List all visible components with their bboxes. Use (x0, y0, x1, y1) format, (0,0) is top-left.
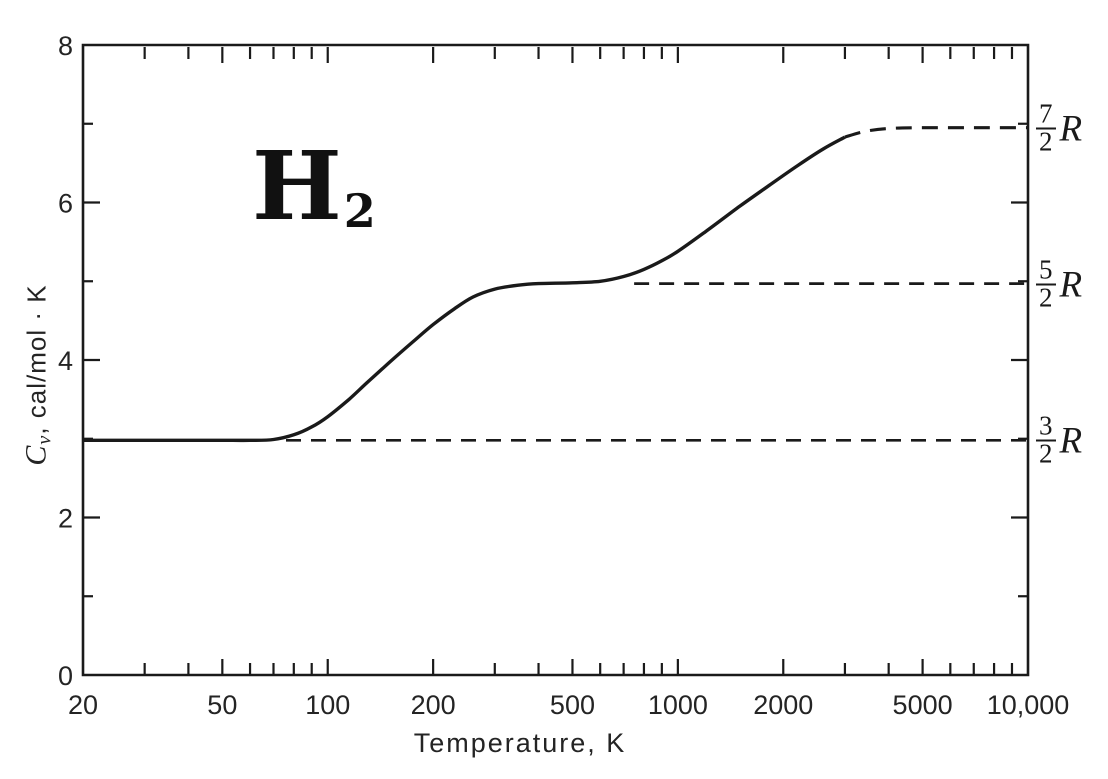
x-tick-label-50: 50 (207, 690, 237, 720)
x-tick-label-20: 20 (68, 690, 98, 720)
x-tick-labels: 20 50 100 200 500 1000 2000 5000 10,000 (68, 690, 1069, 720)
x-tick-label-5000: 5000 (893, 690, 953, 720)
y-tick-labels: 0 2 4 6 8 (58, 31, 73, 691)
x-tick-label-2000: 2000 (753, 690, 813, 720)
x-axis-title: Temperature, K (413, 728, 627, 758)
y-tick-label-6: 6 (58, 189, 73, 219)
x-tick-label-100: 100 (305, 690, 350, 720)
x-tick-label-10000: 10,000 (987, 690, 1070, 720)
x-tick-label-1000: 1000 (648, 690, 708, 720)
curve-solid (82, 135, 846, 443)
y-axis-ticks (83, 122, 1028, 598)
molecule-label: H2 (252, 139, 376, 234)
y-tick-label-0: 0 (58, 661, 73, 691)
cv-symbol: C (19, 444, 53, 466)
reference-lines (286, 282, 1028, 442)
plot-frame (81, 43, 1030, 677)
y-axis-units: , cal/mol · K (21, 284, 52, 435)
cv-subscript: v (33, 434, 56, 445)
curve-dashed (844, 126, 1028, 139)
x-tick-label-500: 500 (550, 690, 595, 720)
y-tick-label-2: 2 (58, 504, 73, 534)
molecule-symbol: H (252, 131, 342, 242)
y-tick-label-8: 8 (58, 31, 73, 61)
x-tick-label-200: 200 (411, 690, 456, 720)
x-axis-ticks (143, 47, 1014, 675)
molecule-subscript: 2 (343, 184, 376, 238)
y-axis-title: Cv, cal/mol · K (20, 284, 57, 465)
y-tick-label-4: 4 (58, 346, 73, 376)
